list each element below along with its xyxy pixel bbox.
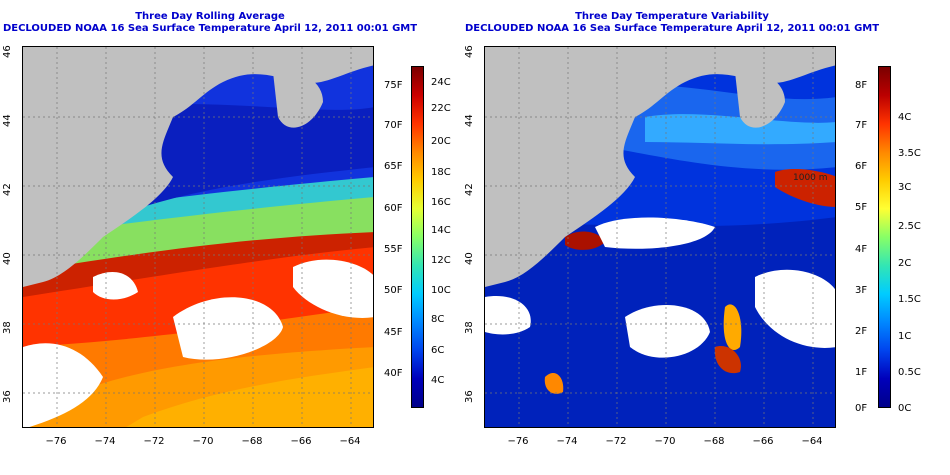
lon-tick: −64: [339, 436, 361, 447]
contour-label: 1000 m: [793, 173, 828, 183]
colorbar-f-label: 65F: [384, 161, 403, 172]
panel-subtitle: DECLOUDED NOAA 16 Sea Surface Temperatur…: [2, 23, 418, 34]
colorbar-f-label: 4F: [855, 244, 868, 255]
panel-subtitle: DECLOUDED NOAA 16 Sea Surface Temperatur…: [464, 23, 880, 34]
sst-average-panel: Three Day Rolling Average DECLOUDED NOAA…: [2, 11, 451, 447]
colorbar-c-label: 4C: [431, 375, 445, 386]
lat-tick: 38: [2, 321, 13, 334]
lat-tick: 42: [2, 183, 13, 196]
lat-tick: 38: [464, 321, 475, 334]
colorbar-c-label: 14C: [431, 225, 451, 236]
colorbar-c-label: 8C: [431, 314, 445, 325]
colorbar-f-label: 70F: [384, 120, 403, 131]
colorbar-c-label: 3C: [898, 182, 912, 193]
colorbar-c-label: 1.5C: [898, 294, 921, 305]
sst-variability-map: 1000 m: [484, 46, 836, 428]
colorbar-f-label: 6F: [855, 161, 868, 172]
lon-tick: −70: [654, 436, 676, 447]
lon-tick: −76: [507, 436, 529, 447]
lat-tick: 40: [464, 252, 475, 265]
colorbar-f-label: 2F: [855, 326, 868, 337]
lat-tick: 44: [464, 114, 475, 127]
colorbar-c-label: 1C: [898, 331, 912, 342]
colorbar-f-label: 60F: [384, 203, 403, 214]
lon-tick: −68: [703, 436, 725, 447]
colorbar-c-label: 6C: [431, 345, 445, 356]
lon-tick: −72: [143, 436, 165, 447]
colorbar-f-label: 8F: [855, 80, 868, 91]
lat-tick: 46: [464, 45, 475, 58]
lon-tick: −66: [752, 436, 774, 447]
colorbar-c-label: 24C: [431, 77, 451, 88]
colorbar-c-label: 16C: [431, 197, 451, 208]
colorbar-c-label: 20C: [431, 136, 451, 147]
map-image: [23, 47, 373, 427]
sst-average-map: [22, 46, 374, 428]
lat-tick: 36: [2, 390, 13, 403]
colorbar-c-label: 2.5C: [898, 221, 921, 232]
lon-tick: −70: [192, 436, 214, 447]
lon-tick: −68: [241, 436, 263, 447]
panel-title: Three Day Rolling Average: [135, 11, 285, 22]
map-image: [485, 47, 835, 427]
lon-tick: −74: [556, 436, 578, 447]
panel-title: Three Day Temperature Variability: [575, 11, 769, 22]
colorbar-c-label: 10C: [431, 285, 451, 296]
lat-tick: 40: [2, 252, 13, 265]
colorbar-f-label: 3F: [855, 285, 868, 296]
lon-tick: −66: [290, 436, 312, 447]
lon-tick: −72: [605, 436, 627, 447]
temperature-colorbar: [411, 66, 424, 408]
colorbar-c-label: 2C: [898, 258, 912, 269]
colorbar-f-label: 1F: [855, 367, 868, 378]
lat-tick: 46: [2, 45, 13, 58]
colorbar-c-label: 12C: [431, 255, 451, 266]
lat-tick: 44: [2, 114, 13, 127]
lon-tick: −74: [94, 436, 116, 447]
colorbar-c-label: 0C: [898, 403, 912, 414]
colorbar-f-label: 40F: [384, 368, 403, 379]
colorbar-c-label: 18C: [431, 167, 451, 178]
colorbar-f-label: 7F: [855, 120, 868, 131]
colorbar-f-label: 75F: [384, 80, 403, 91]
colorbar-f-label: 55F: [384, 244, 403, 255]
lat-tick: 42: [464, 183, 475, 196]
lon-tick: −64: [801, 436, 823, 447]
colorbar-f-label: 50F: [384, 285, 403, 296]
variability-colorbar: [878, 66, 891, 408]
colorbar-c-label: 3.5C: [898, 148, 921, 159]
colorbar-c-label: 4C: [898, 112, 912, 123]
lon-tick: −76: [45, 436, 67, 447]
sst-variability-panel: Three Day Temperature Variability DECLOU…: [462, 0, 937, 475]
colorbar-f-label: 5F: [855, 202, 868, 213]
colorbar-c-label: 0.5C: [898, 367, 921, 378]
lat-tick: 36: [464, 390, 475, 403]
colorbar-f-label: 0F: [855, 403, 868, 414]
colorbar-f-label: 45F: [384, 327, 403, 338]
colorbar-c-label: 22C: [431, 103, 451, 114]
